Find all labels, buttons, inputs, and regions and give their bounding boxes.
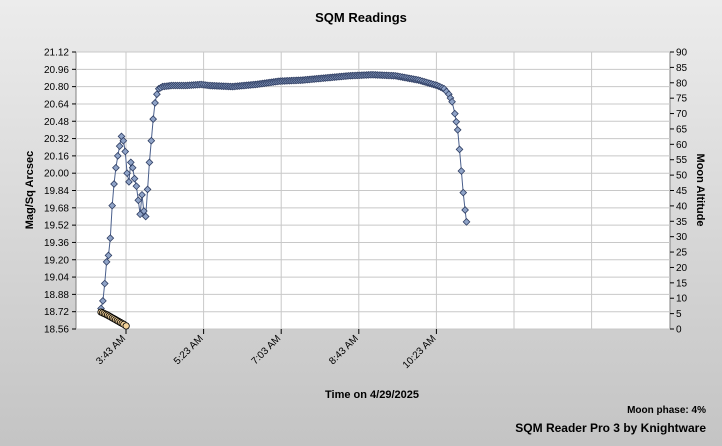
- y-tick-label: 18.88: [44, 290, 69, 301]
- sqm-point: [451, 109, 459, 118]
- sqm-point: [151, 98, 159, 107]
- sqm-point: [461, 206, 469, 214]
- y-tick-label: 19.52: [44, 221, 69, 232]
- y2-tick-label: 90: [676, 48, 688, 59]
- sqm-point: [115, 142, 124, 151]
- y2-tick-label: 65: [676, 124, 688, 135]
- y2-tick-label: 40: [676, 201, 688, 212]
- sqm-point: [145, 158, 154, 167]
- sqm-point: [455, 145, 464, 154]
- chart-title: SQM Readings: [315, 10, 407, 25]
- sqm-point: [149, 115, 158, 123]
- moon-phase-label: Moon phase: 4%: [627, 405, 706, 416]
- credit-label: SQM Reader Pro 3 by Knightware: [515, 421, 706, 435]
- y-tick-label: 19.68: [44, 203, 69, 214]
- y2-tick-label: 30: [676, 232, 688, 243]
- sqm-point: [130, 174, 139, 183]
- y-tick-label: 19.84: [44, 186, 69, 197]
- sqm-point: [99, 297, 107, 305]
- y2-tick-label: 20: [676, 263, 688, 274]
- y2-tick-label: 55: [676, 155, 688, 166]
- x-tick-label: 5:23 AM: [172, 333, 206, 367]
- y2-tick-label: 50: [676, 171, 688, 182]
- x-tick-label: 10:23 AM: [401, 333, 439, 371]
- sqm-point: [147, 136, 156, 145]
- y2-tick-label: 80: [676, 78, 688, 89]
- y2-tick-label: 35: [676, 217, 688, 228]
- sqm-point: [126, 158, 135, 167]
- sqm-point: [104, 251, 113, 260]
- sqm-point: [452, 117, 461, 126]
- y2-tick-label: 45: [676, 186, 688, 197]
- y2-tick-label: 70: [676, 109, 688, 120]
- sqm-point: [113, 152, 122, 160]
- grid-lines: [76, 51, 670, 330]
- x-tick-label: 3:43 AM: [94, 333, 128, 367]
- y-tick-label: 19.04: [44, 273, 69, 284]
- x-axis-ticks: 3:43 AM 5:23 AM 7:03 AM 8:43 AM 10:23 AM: [94, 329, 439, 371]
- sqm-point: [132, 182, 141, 191]
- sqm-series-points: [97, 70, 471, 313]
- sqm-point: [108, 201, 117, 210]
- y-tick-label: 20.80: [44, 82, 69, 93]
- y2-axis-label: Moon Altitude: [694, 154, 706, 227]
- sqm-point: [138, 190, 146, 199]
- sqm-point: [128, 163, 137, 172]
- y-axis-label: Mag/Sq Arcsec: [24, 151, 36, 229]
- sqm-point: [134, 196, 143, 205]
- sqm-point: [459, 188, 468, 197]
- y-tick-label: 20.16: [44, 151, 69, 162]
- moon-point: [122, 322, 130, 330]
- sqm-point: [100, 279, 109, 288]
- sqm-point: [141, 212, 150, 221]
- sqm-point: [453, 126, 462, 134]
- x-tick-label: 7:03 AM: [250, 333, 284, 367]
- sqm-point: [121, 147, 130, 156]
- y2-tick-label: 60: [676, 140, 688, 151]
- sqm-point: [457, 167, 466, 175]
- sqm-point: [448, 97, 456, 106]
- y-tick-label: 19.36: [44, 238, 69, 249]
- y2-tick-label: 10: [676, 294, 688, 305]
- y-tick-label: 20.48: [44, 117, 69, 128]
- y-tick-label: 20.32: [44, 134, 69, 145]
- y2-tick-label: 25: [676, 248, 688, 259]
- y-tick-label: 20.00: [44, 169, 69, 180]
- sqm-point: [125, 177, 133, 186]
- y-tick-label: 21.12: [44, 48, 69, 59]
- y-tick-label: 19.20: [44, 255, 69, 266]
- x-tick-label: 8:43 AM: [327, 333, 361, 367]
- y2-tick-label: 5: [676, 309, 682, 320]
- sqm-point: [123, 169, 131, 178]
- y2-tick-label: 0: [676, 325, 682, 336]
- y2-tick-label: 85: [676, 63, 688, 74]
- sqm-point: [143, 185, 152, 194]
- y-tick-label: 20.96: [44, 65, 69, 76]
- sqm-point: [139, 207, 148, 215]
- y2-tick-label: 75: [676, 94, 688, 105]
- sqm-point: [112, 163, 120, 172]
- moon-series-points: [97, 308, 130, 330]
- y2-axis-ticks: 0 5 10 15 20 25 30 35 40 45 50 55 60 65 70 75 80 85 90: [670, 48, 688, 336]
- sqm-point: [462, 218, 471, 226]
- y-tick-label: 18.56: [44, 325, 69, 336]
- sqm-point: [119, 136, 128, 145]
- sqm-point: [153, 90, 161, 99]
- y2-tick-label: 15: [676, 278, 688, 289]
- x-axis-label: Time on 4/29/2025: [325, 389, 419, 401]
- sqm-point: [102, 258, 111, 266]
- sqm-point: [106, 234, 115, 242]
- sqm-point: [110, 180, 118, 188]
- y-tick-label: 18.72: [44, 307, 69, 318]
- y-tick-label: 20.64: [44, 99, 69, 110]
- y-axis-ticks: 18.56 18.72 18.88 19.04 19.20 19.36 19.52 19.68…: [44, 48, 76, 336]
